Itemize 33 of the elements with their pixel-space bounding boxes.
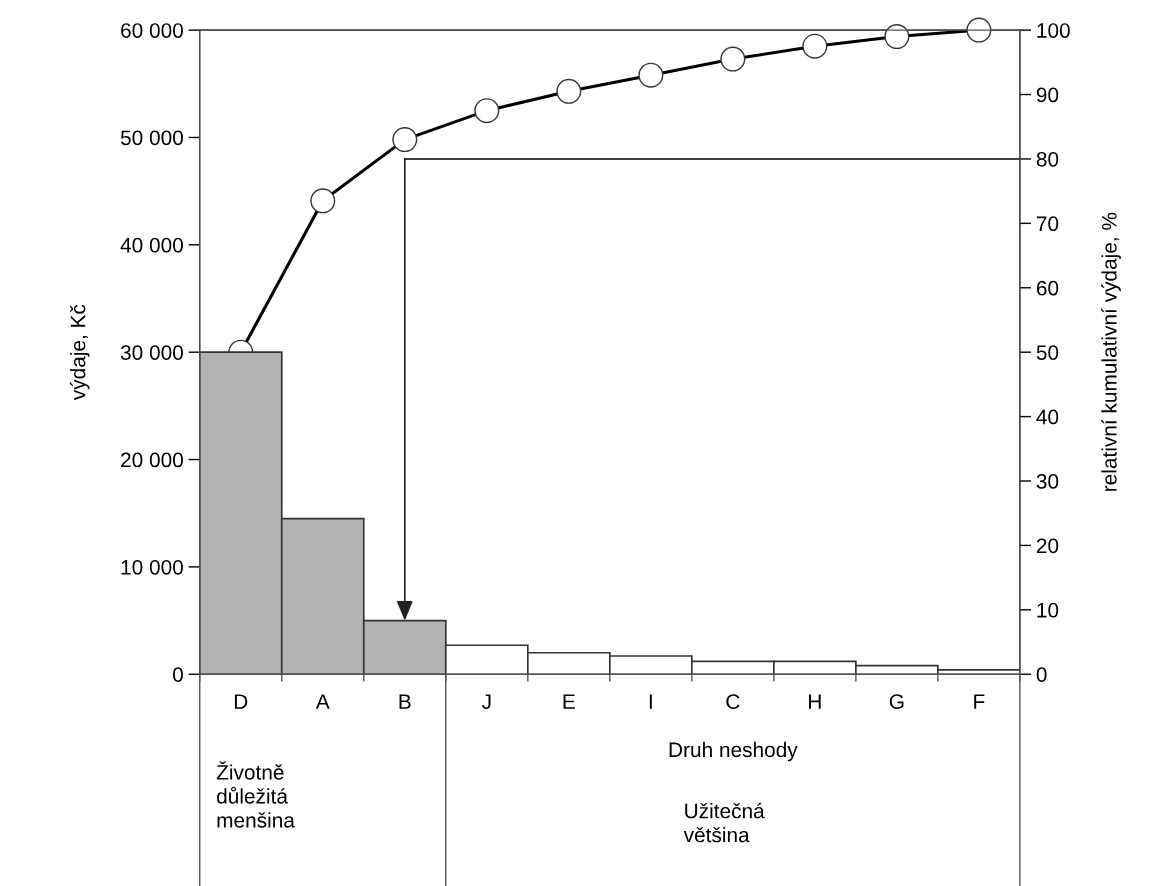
y2-tick-label: 60 xyxy=(1036,280,1059,296)
x-tick-label: J xyxy=(481,694,491,709)
y2-tick-label: 10 xyxy=(1037,602,1059,618)
y-tick-label: 30 000 xyxy=(120,345,183,360)
y-tick-label: 10 000 xyxy=(121,559,183,575)
y2-tick-label: 40 xyxy=(1036,409,1059,425)
y2-tick-label: 90 xyxy=(1036,87,1059,103)
x-tick-label: D xyxy=(234,694,248,709)
x-tick-label: C xyxy=(726,694,740,709)
x-tick-label: H xyxy=(809,694,821,709)
y2-tick-label: 0 xyxy=(1036,667,1047,682)
x-tick-label: E xyxy=(563,694,575,709)
y2-axis-title: relativní kumulativní výdaje, % xyxy=(1101,212,1121,491)
text: Užitečná většina xyxy=(683,802,765,843)
text: Životně důležitá menšina xyxy=(216,761,295,828)
y2-tick-label: 50 xyxy=(1036,345,1059,360)
y-tick-label: 40 000 xyxy=(120,237,183,253)
x-tick-label: I xyxy=(649,694,652,709)
y-tick-label: 20 000 xyxy=(121,452,183,468)
y-axis-title: výdaje, Kč xyxy=(69,304,90,401)
y2-tick-label: 80 xyxy=(1036,151,1059,167)
y-tick-label: 50 000 xyxy=(120,130,183,146)
x-tick-label: F xyxy=(974,694,985,709)
x-axis-title: Druh neshody xyxy=(669,741,798,762)
x-tick-label: B xyxy=(399,694,411,709)
y2-tick-label: 20 xyxy=(1036,538,1059,554)
y2-tick-label: 100 xyxy=(1037,23,1070,38)
x-tick-label: G xyxy=(889,694,904,709)
y-tick-label: 60 000 xyxy=(121,23,183,38)
x-tick-label: A xyxy=(315,694,330,709)
y2-tick-label: 70 xyxy=(1036,216,1059,232)
y2-tick-label: 30 xyxy=(1036,474,1059,489)
y-tick-label: 0 xyxy=(173,667,183,682)
